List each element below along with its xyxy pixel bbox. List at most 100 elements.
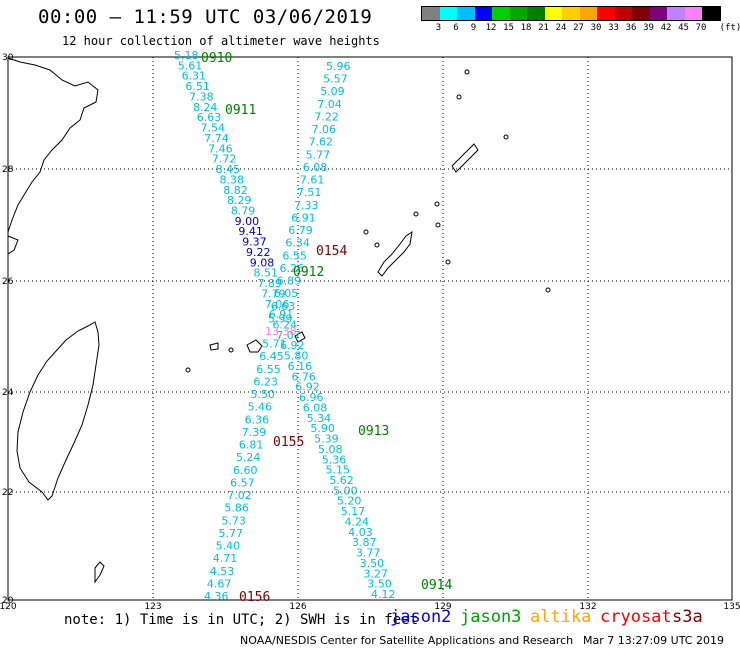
wave-height-observation: 7.61 xyxy=(300,174,325,187)
credit-text: NOAA/NESDIS Center for Satellite Applica… xyxy=(240,634,574,647)
wave-height-observation: 6.76 xyxy=(291,370,316,383)
wave-height-observation: 3.27 xyxy=(363,567,388,580)
scale-label: 70 xyxy=(695,23,707,33)
track-time-label: 0911 xyxy=(225,103,256,118)
longitude-label: 123 xyxy=(144,602,161,612)
wave-height-observation: 9.37 xyxy=(242,236,267,249)
latitude-label: 28 xyxy=(2,165,14,175)
wave-height-observation: 6.55 xyxy=(256,363,281,376)
islet xyxy=(503,134,509,140)
legend-item-jason3: jason3 xyxy=(460,607,522,627)
coastlines xyxy=(7,57,551,584)
wave-height-observation: 5.15 xyxy=(326,464,351,477)
wave-height-observation: 6.45 xyxy=(259,350,284,363)
legend-item-cryosat: cryosat xyxy=(600,607,672,627)
wave-height-observation: 4.24 xyxy=(344,515,369,528)
wave-height-observation: 7.04 xyxy=(317,98,342,111)
scale-unit: (ft) xyxy=(719,23,740,33)
wave-height-observation: 6.24 xyxy=(273,319,298,332)
wave-height-observation: 6.16 xyxy=(288,360,313,373)
scale-swatch xyxy=(439,7,457,20)
wave-height-observation: 7.07 xyxy=(276,329,301,342)
longitude-label: 120 xyxy=(0,602,17,612)
wave-height-observation: 5.71 xyxy=(262,338,287,351)
wave-height-observation: 6.34 xyxy=(285,237,310,250)
map-frame xyxy=(7,56,733,601)
wave-height-observation: 5.17 xyxy=(341,505,366,518)
color-scale-swatches xyxy=(421,6,721,21)
latitude-label: 20 xyxy=(2,596,14,606)
wave-height-observation: 5.80 xyxy=(284,350,309,363)
wave-height-observation: 5.34 xyxy=(307,412,332,425)
scale-swatch xyxy=(527,7,545,20)
wave-height-observation: 8.45 xyxy=(216,163,241,176)
wave-height-observation: 6.81 xyxy=(239,439,264,452)
islet xyxy=(363,229,369,235)
wave-height-observation: 5.36 xyxy=(322,453,347,466)
wave-height-observation: 7.38 xyxy=(189,90,214,103)
wave-height-observation: 7.72 xyxy=(212,153,237,166)
wave-height-observation: 6.08 xyxy=(303,161,328,174)
wave-height-observation: 5.61 xyxy=(178,59,203,72)
wave-height-observation: 6.57 xyxy=(230,476,255,489)
wave-height-observation: 6.60 xyxy=(233,464,257,477)
wave-height-observation: 6.26 xyxy=(280,262,305,275)
wave-height-observation: 7.22 xyxy=(314,110,339,123)
wave-height-observation: 6.91 xyxy=(291,211,316,224)
track-time-label: 0156 xyxy=(239,590,270,605)
credit-time: Mar 7 13:27:09 UTC 2019 xyxy=(583,634,724,647)
wave-height-observation: 6.63 xyxy=(271,300,296,313)
latitude-label: 30 xyxy=(2,53,14,63)
scale-swatch xyxy=(684,7,702,20)
wave-height-observation: 4.71 xyxy=(213,552,238,565)
note-text: note: 1) Time is in UTC; 2) SWH is in fe… xyxy=(64,612,419,628)
wave-height-observation: 5.57 xyxy=(323,73,348,86)
wave-height-observation: 5.50 xyxy=(250,388,275,401)
longitude-label: 126 xyxy=(289,602,306,612)
wave-height-observation: 7.62 xyxy=(309,136,334,149)
miyako-coastline xyxy=(294,331,306,343)
wave-height-observation: 6.05 xyxy=(274,287,299,300)
scale-label: 27 xyxy=(573,23,584,33)
scale-label: 39 xyxy=(643,23,654,33)
wave-height-observation: 4.03 xyxy=(348,526,373,539)
wave-height-observation: 8.79 xyxy=(231,204,256,217)
wave-height-observation: 5.09 xyxy=(320,85,345,98)
wave-height-observation: 7.79 xyxy=(261,287,286,300)
wave-height-observation: 7.06 xyxy=(311,123,336,136)
islet xyxy=(464,69,470,75)
scale-swatch xyxy=(632,7,650,20)
scale-label: 3 xyxy=(435,23,442,33)
latitude-label: 24 xyxy=(2,388,14,398)
wave-height-observation: 6.55 xyxy=(282,249,307,262)
wave-height-observation: 5.39 xyxy=(314,433,339,446)
wave-height-observation: 5.86 xyxy=(224,502,249,515)
scale-swatch xyxy=(544,7,562,20)
track-time-label: 0154 xyxy=(316,244,347,259)
wave-height-observation: 8.38 xyxy=(219,173,244,186)
wave-height-observation: 9.00 xyxy=(235,215,260,228)
scale-swatch xyxy=(667,7,685,20)
wave-height-observation: 7.51 xyxy=(297,186,322,199)
track-labels: 0910 0911 0912 0913 0914 0154 0155 0156 xyxy=(201,51,452,605)
wave-height-observation: 8.24 xyxy=(193,101,218,114)
lanyu-coastline xyxy=(94,561,105,584)
wave-height-observation: 7.89 xyxy=(257,277,282,290)
wave-height-observation: 3.87 xyxy=(352,536,377,549)
wave-height-observation: 6.63 xyxy=(197,111,222,124)
islet xyxy=(435,222,441,228)
amami-coastline xyxy=(451,143,479,173)
longitude-label: 135 xyxy=(723,602,740,612)
yonaguni-coastline xyxy=(209,342,219,351)
wave-height-observation: 4.67 xyxy=(207,577,232,590)
wave-height-observation: 5.90 xyxy=(310,422,335,435)
scale-label: 15 xyxy=(503,23,514,33)
wave-height-observation: 5.77 xyxy=(306,148,331,161)
color-scale-labels: 3 6 9 12 15 18 21 24 27 30 33 36 39 42 45 70 (ft) xyxy=(421,21,740,35)
wave-height-observation: 5.40 xyxy=(216,540,241,553)
wave-height-observation: 5.24 xyxy=(236,451,261,464)
wave-height-observation: 7.46 xyxy=(208,142,233,155)
wave-height-observation: 5.77 xyxy=(219,527,244,540)
wave-height-observation: 6.92 xyxy=(280,339,305,352)
scale-label: 33 xyxy=(608,23,619,33)
